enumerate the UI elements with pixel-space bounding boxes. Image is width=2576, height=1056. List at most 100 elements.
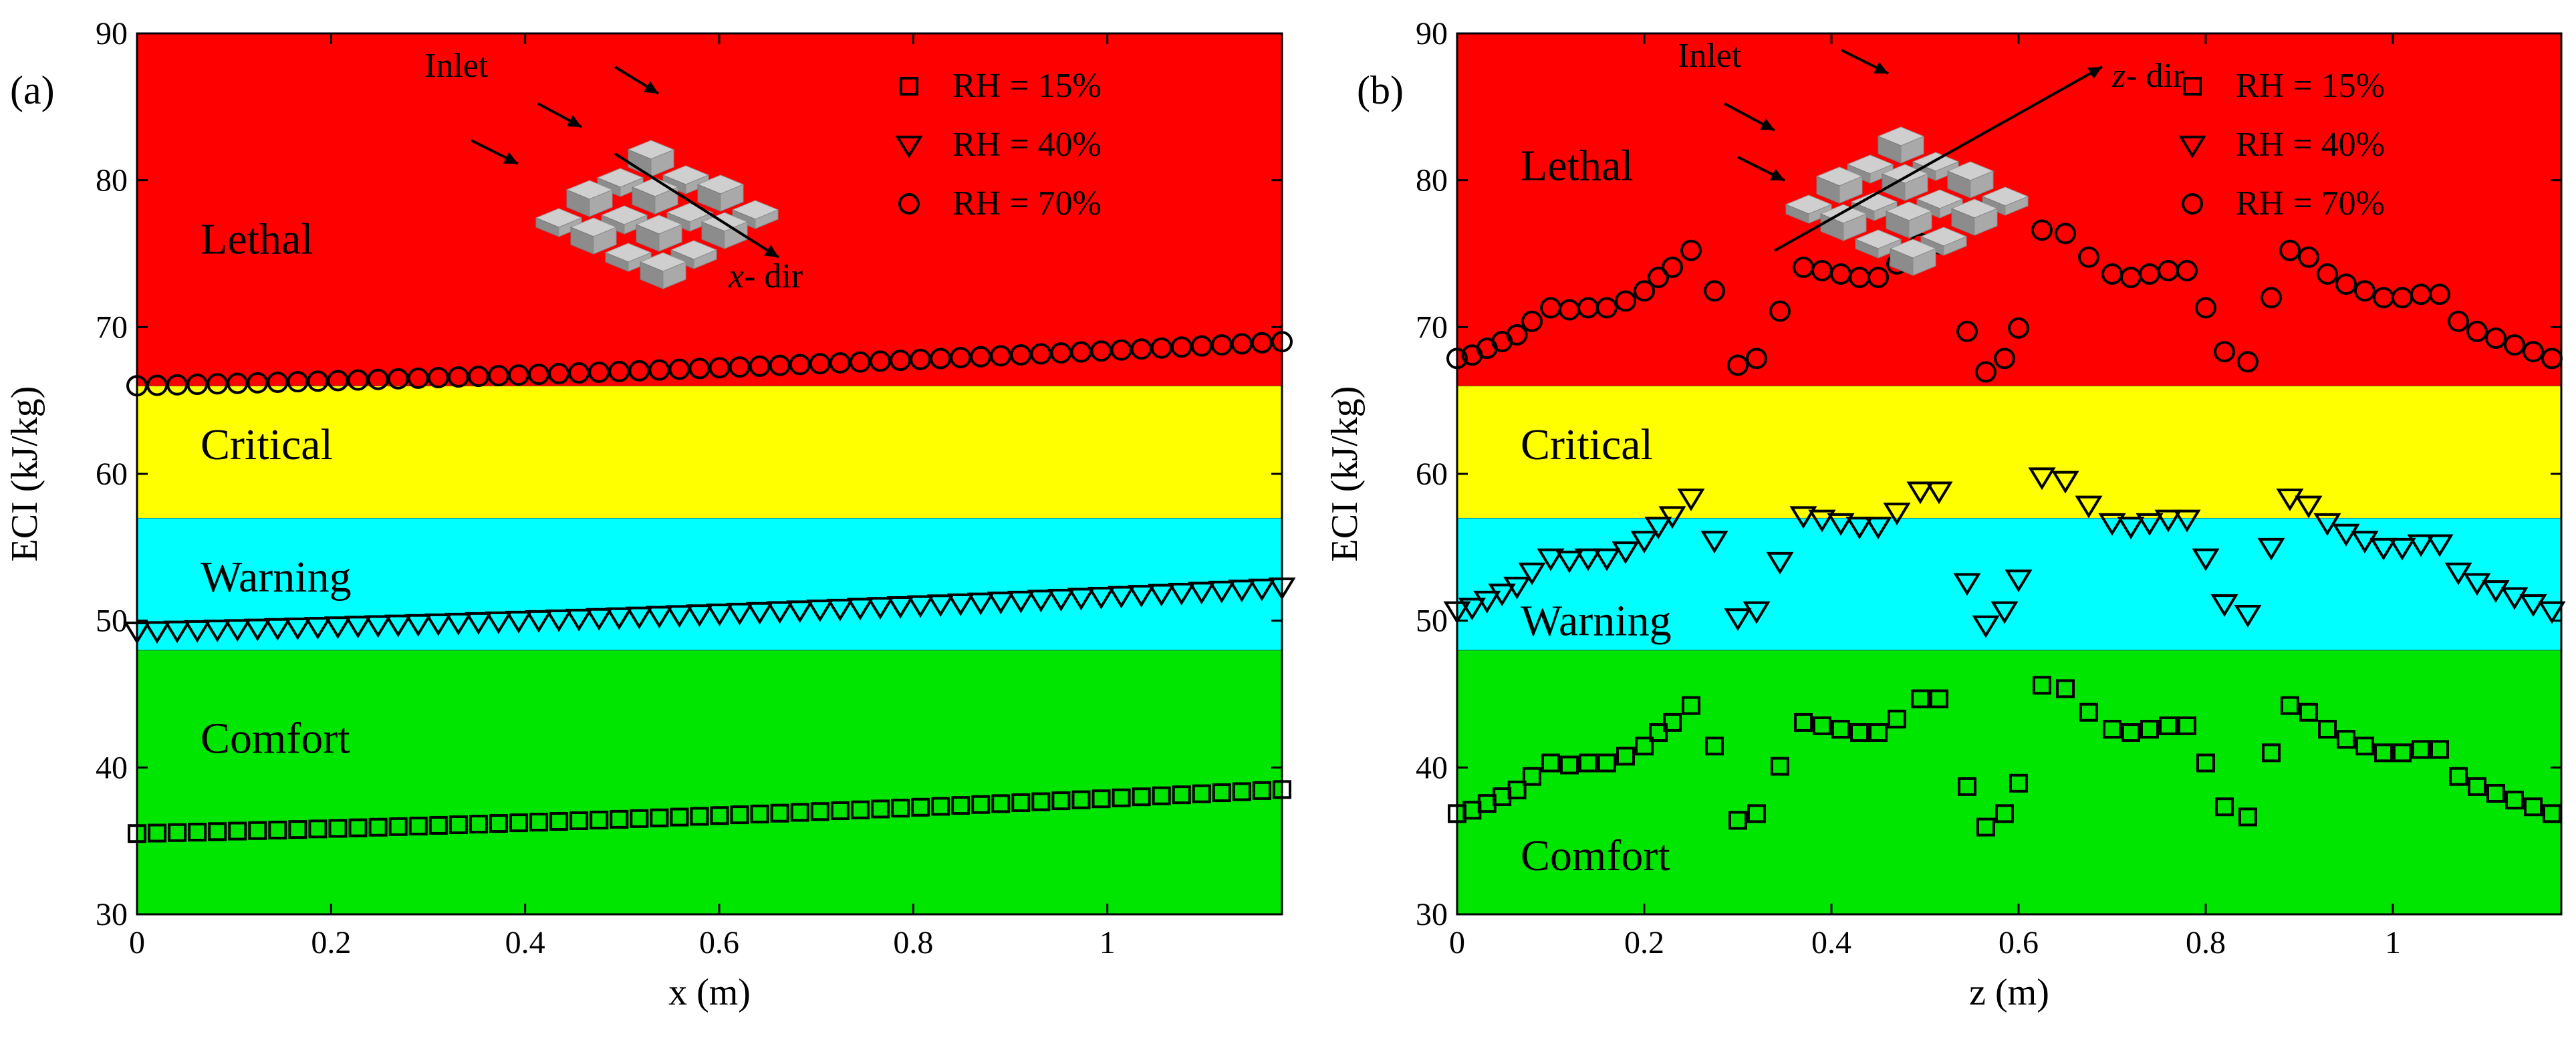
- panel-label-b: (b): [1357, 68, 1404, 112]
- data-point-rh40: [505, 610, 533, 634]
- data-point-rh15: [268, 820, 287, 839]
- data-point-rh40: [2369, 537, 2398, 561]
- data-point-rh40: [2500, 587, 2529, 610]
- cube-right: [662, 261, 686, 289]
- data-point-rh15: [1152, 786, 1171, 805]
- data-point-rh15: [228, 821, 247, 841]
- zone-label-critical: Critical: [1521, 420, 1653, 469]
- data-point-rh70: [467, 366, 489, 388]
- data-point-rh15: [1212, 783, 1231, 803]
- data-point-rh15: [1635, 737, 1654, 756]
- inset-dir-axis: x: [728, 257, 744, 295]
- data-point-rh15: [1747, 804, 1766, 823]
- data-point-rh15: [2299, 702, 2318, 722]
- data-point-rh15: [2355, 737, 2374, 756]
- data-point-rh40: [424, 613, 453, 636]
- zone-labels-b: Lethal Critical Warning Comfort: [1521, 142, 1672, 880]
- data-point-rh15: [448, 815, 468, 835]
- data-point-rh40: [786, 600, 814, 624]
- x-axis-label-a: x (m): [668, 972, 751, 1013]
- data-point-rh70: [729, 356, 751, 378]
- cube-right: [1843, 213, 1867, 241]
- data-point-rh40: [1612, 541, 1640, 564]
- data-point-rh15: [1705, 737, 1724, 756]
- cube-right: [1904, 173, 1928, 201]
- x-tick-label: 0.8: [893, 925, 933, 960]
- x-tick-label: 0.2: [311, 925, 351, 960]
- legend-marker-circle: [2182, 193, 2203, 215]
- data-point-rh40: [163, 620, 191, 644]
- data-point-rh40: [2117, 517, 2145, 540]
- data-point-rh70: [2523, 341, 2544, 363]
- y-tick-label: 80: [96, 163, 128, 199]
- data-point-rh70: [970, 346, 992, 368]
- data-point-rh15: [1958, 777, 1976, 796]
- data-point-rh70: [2485, 327, 2506, 350]
- data-point-rh40: [2351, 531, 2379, 554]
- data-point-rh70: [1070, 341, 1092, 363]
- data-point-rh70: [2195, 297, 2216, 319]
- data-point-rh70: [247, 372, 269, 394]
- data-point-rh15: [610, 809, 629, 829]
- data-point-rh40: [485, 611, 513, 634]
- data-point-rh70: [890, 350, 911, 372]
- data-point-rh40: [2098, 513, 2126, 536]
- data-point-rh15: [991, 794, 1011, 813]
- inlet-arrow-head: [1760, 118, 1775, 130]
- inlet-arrow-head: [503, 152, 518, 164]
- data-point-rh70: [1030, 343, 1052, 365]
- data-point-rh15: [2468, 777, 2486, 796]
- legend-entry-rh40: RH = 40%: [2236, 126, 2385, 164]
- data-point-rh40: [2295, 495, 2323, 519]
- data-point-rh15: [1995, 804, 2014, 823]
- data-point-rh70: [267, 371, 289, 393]
- data-point-rh15: [630, 809, 649, 828]
- data-point-rh70: [910, 348, 932, 370]
- data-point-rh40: [243, 618, 271, 642]
- data-point-rh70: [1190, 335, 1212, 357]
- data-point-rh15: [549, 812, 569, 831]
- data-point-rh15: [2337, 730, 2355, 749]
- data-point-rh70: [990, 345, 1012, 367]
- data-point-rh15: [1112, 788, 1131, 807]
- zone-label-lethal: Lethal: [201, 215, 313, 264]
- legend-entry-rh70: RH = 70%: [952, 184, 1102, 223]
- y-tick-label: 30: [96, 897, 128, 932]
- data-point-rh40: [1700, 531, 1728, 554]
- data-point-rh40: [585, 608, 613, 631]
- data-point-rh15: [1911, 689, 1930, 708]
- data-point-rh40: [1108, 585, 1136, 609]
- data-point-rh70: [2429, 283, 2450, 305]
- data-point-rh40: [846, 598, 874, 621]
- data-point-rh40: [1990, 601, 2019, 624]
- data-point-rh70: [608, 360, 630, 382]
- data-point-rh15: [1031, 792, 1051, 811]
- data-point-rh70: [307, 370, 329, 392]
- data-point-rh15: [368, 817, 388, 837]
- data-point-rh40: [1208, 580, 1236, 604]
- data-point-rh15: [1850, 723, 1869, 743]
- data-point-rh15: [308, 819, 328, 839]
- data-point-rh40: [1047, 588, 1075, 612]
- data-point-rh15: [1172, 785, 1191, 805]
- data-point-rh15: [850, 800, 870, 819]
- data-point-rh70: [709, 357, 731, 379]
- legend-b: RH = 15% RH = 40% RH = 70%: [2178, 67, 2385, 223]
- data-point-rh15: [529, 813, 549, 832]
- data-point-rh40: [303, 617, 332, 640]
- data-point-rh40: [1593, 548, 1621, 571]
- data-point-rh70: [1615, 290, 1636, 312]
- data-point-rh40: [1067, 587, 1096, 611]
- data-point-rh70: [1150, 337, 1172, 359]
- data-point-rh15: [1869, 723, 1888, 743]
- data-point-rh15: [770, 803, 789, 823]
- data-point-rh70: [2214, 341, 2235, 363]
- data-point-rh70: [487, 365, 509, 387]
- data-point-rh70: [186, 374, 209, 396]
- data-point-rh70: [1975, 361, 1997, 383]
- data-point-rh40: [1845, 517, 1874, 540]
- data-point-rh15: [168, 823, 187, 842]
- data-point-rh15: [670, 807, 689, 827]
- data-point-rh15: [1091, 789, 1111, 809]
- x-axis-label-b: z (m): [1969, 972, 2049, 1013]
